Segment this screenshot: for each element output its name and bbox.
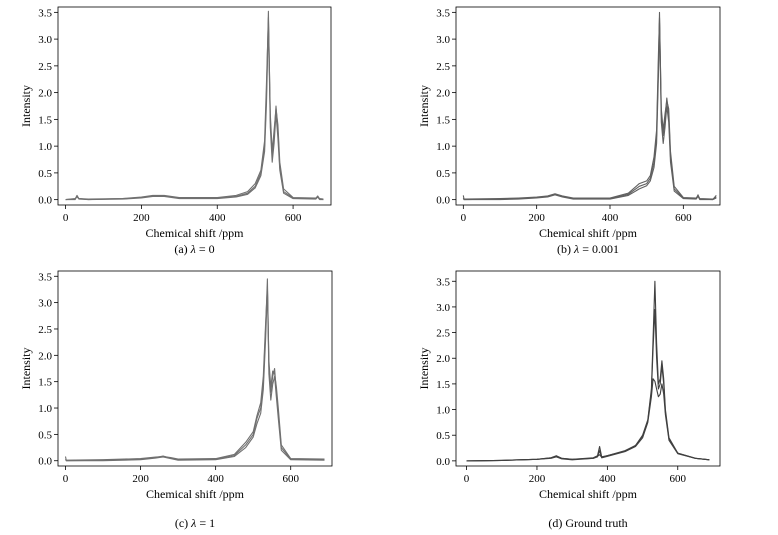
chart-2-series-line-0 <box>64 278 325 462</box>
chart-2-y-tick-label-6: 3.0 <box>38 298 52 310</box>
chart-3-y-tick-label-6: 3.0 <box>436 302 450 314</box>
chart-1-y-tick-label-5: 2.5 <box>436 61 450 73</box>
chart-1-x-tick-label-1: 200 <box>528 212 545 224</box>
chart-0-y-tick-label-0: 0.0 <box>38 195 52 207</box>
chart-3-y-tick-label-5: 2.5 <box>436 328 450 340</box>
chart-3-series-line-1 <box>466 378 710 462</box>
chart-2-y-tick-label-1: 0.5 <box>38 429 52 441</box>
chart-1-axes-frame <box>455 6 721 206</box>
chart-0-x-tick-label-0: 0 <box>63 212 69 224</box>
chart-2-caption: (c) λ = 1 <box>175 516 215 530</box>
chart-1-y-tick-label-4: 2.0 <box>436 88 450 100</box>
chart-3-y-tick-label-0: 0.0 <box>436 456 450 468</box>
chart-1-caption: (b) λ = 0.001 <box>557 242 619 256</box>
chart-2-series-line-2 <box>65 286 325 461</box>
chart-1-y-tick-label-6: 3.0 <box>436 34 450 46</box>
chart-0-y-tick-label-5: 2.5 <box>38 61 52 73</box>
chart-3-caption: (d) Ground truth <box>548 516 627 530</box>
chart-0-caption: (a) λ = 0 <box>174 242 214 256</box>
chart-3-y-tick-label-1: 0.5 <box>436 430 450 442</box>
chart-2-series-line-1 <box>65 288 325 462</box>
chart-1-x-axis-label: Chemical shift /ppm <box>539 226 638 240</box>
chart-3-y-axis-label: Intensity <box>417 348 431 390</box>
chart-3-series-line-2 <box>466 308 710 462</box>
chart-2-x-tick-label-0: 0 <box>63 473 69 485</box>
chart-1-y-tick-label-0: 0.0 <box>436 195 450 207</box>
chart-3-x-tick-label-0: 0 <box>464 473 470 485</box>
chart-2-panel: 0 200 400 600 0.0 0.5 1.0 1.5 2.0 2.5 3.0 3.5 Chemic… <box>19 270 333 530</box>
chart-0-y-tick-label-7: 3.5 <box>38 7 52 19</box>
chart-1-series-line-1 <box>462 22 717 201</box>
chart-1-y-tick-label-2: 1.0 <box>436 141 450 153</box>
chart-1-y-tick-label-1: 0.5 <box>436 168 450 180</box>
chart-0-x-axis-label: Chemical shift /ppm <box>146 226 245 240</box>
chart-2-y-axis-label: Intensity <box>19 348 33 390</box>
chart-0-x-tick-label-2: 400 <box>209 212 226 224</box>
chart-3-x-axis-label: Chemical shift /ppm <box>539 487 638 501</box>
chart-3-x-tick-label-2: 400 <box>599 473 616 485</box>
chart-1-x-tick-label-2: 400 <box>602 212 619 224</box>
chart-2-x-axis-label: Chemical shift /ppm <box>146 487 245 501</box>
chart-1-y-axis-label: Intensity <box>417 85 431 127</box>
chart-0-series-line-1 <box>65 22 324 201</box>
chart-2-y-tick-label-7: 3.5 <box>38 271 52 283</box>
chart-0-y-tick-label-4: 2.0 <box>38 88 52 100</box>
chart-2-y-tick-label-3: 1.5 <box>38 377 52 389</box>
chart-3-y-tick-label-7: 3.5 <box>436 276 450 288</box>
chart-1-x-tick-label-3: 600 <box>675 212 692 224</box>
chart-0-y-tick-label-2: 1.0 <box>38 141 52 153</box>
chart-0-series-line-0 <box>65 10 324 201</box>
chart-3-axes-frame <box>455 270 721 467</box>
chart-2-y-tick-label-5: 2.5 <box>38 324 52 336</box>
chart-0-series-line-2 <box>65 17 324 201</box>
chart-0-panel: 0 200 400 600 0.0 0.5 1.0 1.5 2.0 2.5 3.0 3.5 Chemic… <box>19 6 332 256</box>
chart-2-y-tick-label-4: 2.0 <box>38 350 52 362</box>
chart-2-x-tick-label-1: 200 <box>132 473 149 485</box>
chart-0-x-tick-label-1: 200 <box>133 212 150 224</box>
chart-0-y-axis-label: Intensity <box>19 85 33 127</box>
chart-0-axes-frame <box>57 6 332 206</box>
chart-3-y-tick-label-3: 1.5 <box>436 379 450 391</box>
chart-2-y-tick-label-2: 1.0 <box>38 403 52 415</box>
chart-2-x-tick-label-2: 400 <box>207 473 224 485</box>
chart-1-y-tick-label-7: 3.5 <box>436 7 450 19</box>
chart-1-panel: 0 200 400 600 0.0 0.5 1.0 1.5 2.0 2.5 3.0 3.5 Chemic… <box>417 6 721 256</box>
chart-2-x-tick-label-3: 600 <box>282 473 299 485</box>
chart-3-y-tick-label-2: 1.0 <box>436 405 450 417</box>
chart-2-y-tick-label-0: 0.0 <box>38 456 52 468</box>
chart-2-axes-frame <box>57 270 333 467</box>
chart-1-series-line-0 <box>462 11 717 201</box>
chart-0-x-tick-label-3: 600 <box>285 212 302 224</box>
chart-1-x-tick-label-0: 0 <box>461 212 467 224</box>
chart-3-x-tick-label-3: 600 <box>670 473 687 485</box>
chart-3-x-tick-label-1: 200 <box>529 473 546 485</box>
chart-0-y-tick-label-1: 0.5 <box>38 168 52 180</box>
chart-1-y-tick-label-3: 1.5 <box>436 114 450 126</box>
chart-1-series-line-2 <box>463 17 717 200</box>
chart-0-y-tick-label-6: 3.0 <box>38 34 52 46</box>
chart-3-series-line-0 <box>466 280 710 462</box>
chart-3-panel: 0 200 400 600 0.0 0.5 1.0 1.5 2.0 2.5 3.0 3.5 Chemic… <box>417 270 721 530</box>
chart-0-y-tick-label-3: 1.5 <box>38 114 52 126</box>
chart-3-y-tick-label-4: 2.0 <box>436 353 450 365</box>
